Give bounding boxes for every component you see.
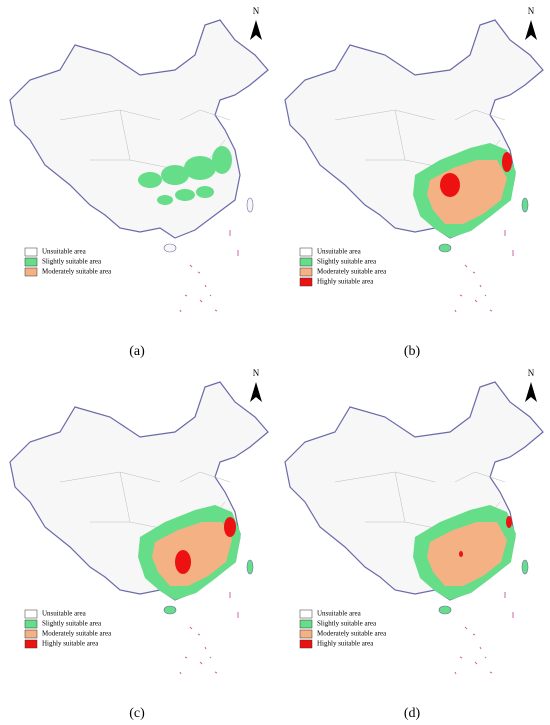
suitable-patch — [175, 189, 195, 201]
moderately-suitable-zone — [427, 522, 507, 586]
suitable-patch — [138, 172, 162, 188]
south-sea-islands — [179, 592, 239, 675]
taiwan — [246, 559, 254, 575]
highly-suitable-patch — [440, 173, 460, 197]
north-label: N — [253, 368, 260, 378]
legend-label: Unsuitable area — [42, 610, 87, 618]
hainan — [163, 243, 177, 253]
taiwan — [521, 197, 529, 213]
legend-swatch — [299, 609, 313, 619]
suitable-patch — [212, 146, 232, 174]
highly-suitable-patch — [175, 550, 191, 574]
province-lines — [334, 471, 506, 533]
legend-label: Moderately suitable area — [42, 268, 112, 276]
legend-label: Slightly suitable area — [42, 620, 102, 628]
highly-suitable-patch — [224, 517, 236, 537]
legend-swatch — [24, 639, 38, 649]
legend-swatch — [299, 257, 313, 267]
suitable-patch — [161, 165, 189, 185]
legend-swatch — [299, 629, 313, 639]
north-label: N — [528, 368, 535, 378]
legend-swatch — [24, 267, 38, 277]
taiwan — [246, 197, 254, 213]
south-sea-islands — [179, 230, 239, 313]
legend-swatch — [24, 609, 38, 619]
north-label: N — [253, 6, 260, 16]
legend-swatch — [24, 629, 38, 639]
south-sea-islands — [454, 230, 514, 313]
country-outline — [9, 19, 269, 239]
suitable-patch — [157, 195, 173, 205]
province-lines — [59, 471, 231, 533]
legend-label: Highly suitable area — [42, 640, 99, 648]
legend-label: Highly suitable area — [317, 640, 374, 648]
map-panel: N Unsuitable area Slightly suitable area Mo… — [284, 6, 544, 359]
moderately-suitable-zone — [152, 522, 232, 586]
south-sea-islands — [454, 592, 514, 675]
highly-suitable-patch — [502, 152, 512, 172]
legend-swatch — [299, 247, 313, 257]
legend-label: Slightly suitable area — [317, 258, 377, 266]
suitable-patch — [196, 186, 214, 198]
legend-label: Moderately suitable area — [42, 630, 112, 638]
legend-label: Unsuitable area — [317, 248, 362, 256]
north-arrow — [250, 20, 262, 40]
north-label: N — [528, 6, 535, 16]
legend-label: Moderately suitable area — [317, 630, 387, 638]
legend-swatch — [24, 257, 38, 267]
legend-label: Unsuitable area — [317, 610, 362, 618]
map-panel: N Unsuitable area Slightly suitable area Mo… — [284, 368, 544, 721]
legend-swatch — [299, 277, 313, 287]
panel-label: (c) — [129, 706, 145, 721]
legend-swatch — [299, 619, 313, 629]
hainan — [438, 605, 452, 615]
legend-label: Slightly suitable area — [42, 258, 102, 266]
north-arrow — [525, 382, 537, 402]
legend-label: Moderately suitable area — [317, 268, 387, 276]
panel-label: (b) — [404, 344, 421, 359]
legend-swatch — [299, 267, 313, 277]
highly-suitable-patch — [506, 516, 512, 528]
legend-swatch — [24, 619, 38, 629]
hainan — [163, 605, 177, 615]
legend-label: Slightly suitable area — [317, 620, 377, 628]
legend-swatch — [24, 247, 38, 257]
panel-label: (d) — [404, 706, 421, 721]
highly-suitable-patch — [459, 551, 463, 557]
suitable-patch — [184, 156, 216, 180]
north-arrow — [250, 382, 262, 402]
legend-label: Highly suitable area — [317, 278, 374, 286]
legend-label: Unsuitable area — [42, 248, 87, 256]
province-lines — [334, 109, 506, 171]
hainan — [438, 243, 452, 253]
province-lines — [59, 109, 231, 171]
panel-label: (a) — [129, 344, 145, 359]
north-arrow — [525, 20, 537, 40]
map-panel: N Unsuitable area Slightly suitable area Mo… — [9, 6, 269, 359]
legend-swatch — [299, 639, 313, 649]
taiwan — [521, 559, 529, 575]
map-panel: N Unsuitable area Slightly suitable area Mo… — [9, 368, 269, 721]
